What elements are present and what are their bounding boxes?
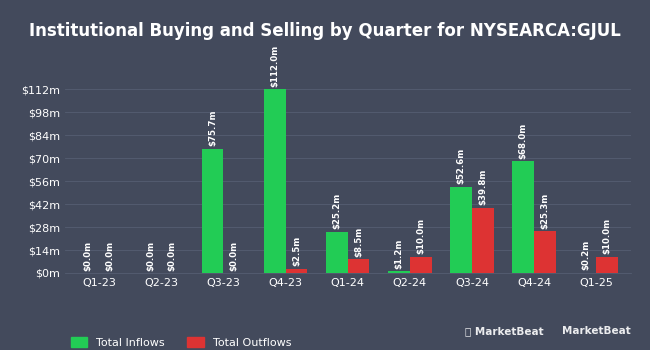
Text: $8.5m: $8.5m — [354, 226, 363, 257]
Text: $68.0m: $68.0m — [519, 123, 528, 159]
Text: $0.0m: $0.0m — [105, 240, 114, 271]
Bar — [326, 232, 348, 273]
Bar — [512, 161, 534, 273]
Bar — [410, 257, 432, 273]
Bar — [348, 259, 369, 273]
Text: $75.7m: $75.7m — [208, 110, 217, 146]
Bar — [534, 231, 556, 273]
Bar — [202, 149, 224, 273]
Bar — [596, 257, 618, 273]
Bar — [472, 208, 494, 273]
Text: $10.0m: $10.0m — [416, 218, 425, 254]
Text: $52.6m: $52.6m — [457, 148, 465, 184]
Bar — [450, 187, 472, 273]
Legend: Total Inflows, Total Outflows: Total Inflows, Total Outflows — [71, 337, 291, 348]
Text: $112.0m: $112.0m — [270, 44, 280, 87]
Bar — [264, 89, 285, 273]
Text: $25.2m: $25.2m — [332, 193, 341, 229]
Text: $0.0m: $0.0m — [168, 240, 177, 271]
Text: $0.0m: $0.0m — [146, 240, 155, 271]
Text: $10.0m: $10.0m — [603, 218, 612, 254]
Text: $0.0m: $0.0m — [230, 240, 239, 271]
Text: $25.3m: $25.3m — [541, 193, 549, 229]
Text: $0.0m: $0.0m — [84, 240, 93, 271]
Text: MarketBeat: MarketBeat — [562, 326, 630, 336]
Text: $0.2m: $0.2m — [581, 240, 590, 270]
Text: Institutional Buying and Selling by Quarter for NYSEARCA:GJUL: Institutional Buying and Selling by Quar… — [29, 22, 621, 41]
Bar — [285, 269, 307, 273]
Text: $2.5m: $2.5m — [292, 236, 301, 266]
Text: ⦾ MarketBeat: ⦾ MarketBeat — [465, 326, 543, 336]
Text: $39.8m: $39.8m — [478, 169, 488, 205]
Text: $1.2m: $1.2m — [395, 238, 404, 268]
Bar — [388, 271, 410, 273]
